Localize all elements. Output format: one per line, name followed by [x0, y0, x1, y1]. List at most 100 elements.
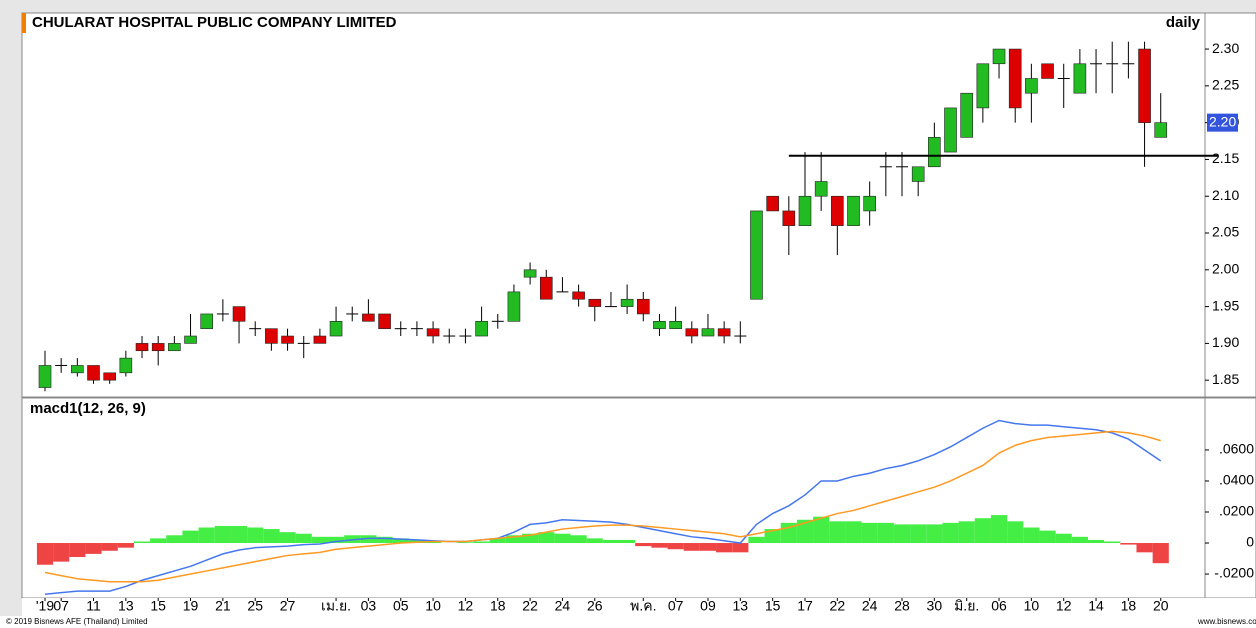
- macd-title: macd1(12, 26, 9): [30, 400, 146, 417]
- histogram-bar: [764, 529, 781, 544]
- histogram-bar: [360, 535, 377, 544]
- histogram-bar: [376, 536, 393, 544]
- histogram-bar: [150, 538, 167, 544]
- website: www.bisnews.com: [1197, 617, 1256, 626]
- candle-body: [119, 357, 133, 374]
- y-tick-label: .0400: [1219, 472, 1254, 488]
- histogram-bar: [230, 525, 248, 544]
- candle-body: [103, 372, 116, 381]
- candle-body: [588, 298, 602, 307]
- histogram-bar: [117, 543, 134, 548]
- histogram-bar: [667, 543, 684, 550]
- title-marker: [22, 13, 26, 33]
- copyright: © 2019 Bisnews AFE (Thailand) Limited: [6, 617, 148, 626]
- candle-body: [232, 306, 246, 322]
- y-tick-label: 2.25: [1212, 77, 1239, 93]
- x-tick-label: 24: [862, 598, 878, 614]
- histogram-bar: [570, 535, 587, 544]
- histogram-bar: [748, 536, 765, 544]
- histogram-bar: [602, 539, 620, 544]
- x-tick-label: 18: [490, 598, 506, 614]
- histogram-bar: [716, 543, 733, 553]
- histogram-bar: [861, 522, 878, 544]
- y-tick-label: -.0200: [1214, 565, 1254, 581]
- histogram-bar: [489, 538, 506, 544]
- candle-body: [831, 195, 844, 226]
- candle-body: [798, 195, 812, 226]
- histogram-bar: [586, 538, 603, 544]
- y-tick-label: 2.10: [1212, 187, 1239, 203]
- y-tick-label: .0600: [1219, 441, 1254, 457]
- y-tick-label: 2.00: [1212, 261, 1239, 277]
- candle-body: [135, 343, 149, 352]
- candle-body: [863, 195, 876, 212]
- candle-body: [87, 365, 100, 381]
- histogram-bar: [990, 515, 1008, 544]
- x-tick-label: 11: [86, 598, 101, 614]
- x-axis-band: [22, 598, 1256, 616]
- candle-body: [572, 291, 585, 300]
- y-tick-label: 1.90: [1212, 334, 1239, 350]
- y-tick-label: 2.15: [1212, 150, 1239, 166]
- histogram-bar: [198, 527, 215, 544]
- candle-body: [281, 335, 294, 344]
- histogram-bar: [1071, 536, 1088, 544]
- x-tick-label: 06: [991, 598, 1007, 614]
- histogram-bar: [1023, 527, 1040, 544]
- candle-body: [329, 321, 343, 337]
- histogram-bar: [263, 529, 280, 544]
- candle-body: [701, 328, 715, 337]
- candle-body: [685, 328, 699, 337]
- histogram-bar: [247, 527, 264, 544]
- histogram-bar: [1120, 543, 1137, 545]
- histogram-bar: [457, 542, 474, 544]
- candle-body: [71, 365, 84, 374]
- histogram-bar: [327, 536, 345, 544]
- candle-body: [928, 137, 941, 168]
- histogram-bar: [392, 538, 409, 544]
- candle-body: [847, 195, 860, 226]
- y-tick-label: .0200: [1219, 503, 1254, 519]
- candle-body: [426, 328, 440, 337]
- histogram-bar: [619, 539, 636, 544]
- histogram-bar: [408, 539, 425, 544]
- histogram-bar: [893, 524, 911, 544]
- x-tick-label: 05: [393, 598, 409, 614]
- x-tick-label: 14: [1088, 598, 1104, 614]
- candle-body: [814, 181, 828, 197]
- x-tick-label: 17: [797, 598, 813, 614]
- x-tick-label: 15: [150, 598, 166, 614]
- candle-body: [475, 321, 488, 337]
- x-tick-label: 12: [458, 598, 474, 614]
- candle-body: [976, 63, 990, 109]
- candle-body: [766, 195, 779, 212]
- chart-title: CHULARAT HOSPITAL PUBLIC COMPANY LIMITED: [32, 14, 397, 31]
- x-tick-label: 13: [118, 598, 134, 614]
- candle-body: [507, 291, 521, 322]
- x-tick-label: 22: [522, 598, 538, 614]
- x-tick-label: 07: [668, 598, 684, 614]
- macd-panel: [21, 397, 1256, 599]
- last-price-box: [1207, 113, 1238, 132]
- histogram-bar: [166, 535, 183, 544]
- last-price-label: 2.20: [1209, 113, 1236, 129]
- histogram-bar: [796, 519, 814, 544]
- x-tick-label: 13: [733, 598, 749, 614]
- x-tick-label: เม.ย.: [321, 598, 351, 614]
- histogram-bar: [311, 536, 328, 544]
- histogram-bar: [424, 541, 442, 544]
- candle-body: [944, 107, 957, 153]
- x-tick-label: พ.ค.: [630, 598, 656, 614]
- histogram-bar: [651, 543, 668, 548]
- macd-line: [44, 419, 1162, 595]
- histogram-bar: [813, 516, 830, 544]
- histogram-bar: [1136, 543, 1153, 553]
- histogram-bar: [538, 532, 555, 544]
- chart-subtitle: daily: [1166, 14, 1201, 31]
- histogram-bar: [926, 524, 943, 544]
- x-tick-label: 25: [247, 598, 263, 614]
- candle-body: [992, 48, 1006, 65]
- histogram-bar: [1104, 541, 1121, 544]
- histogram-bar: [53, 543, 70, 562]
- histogram-bar: [1039, 530, 1056, 544]
